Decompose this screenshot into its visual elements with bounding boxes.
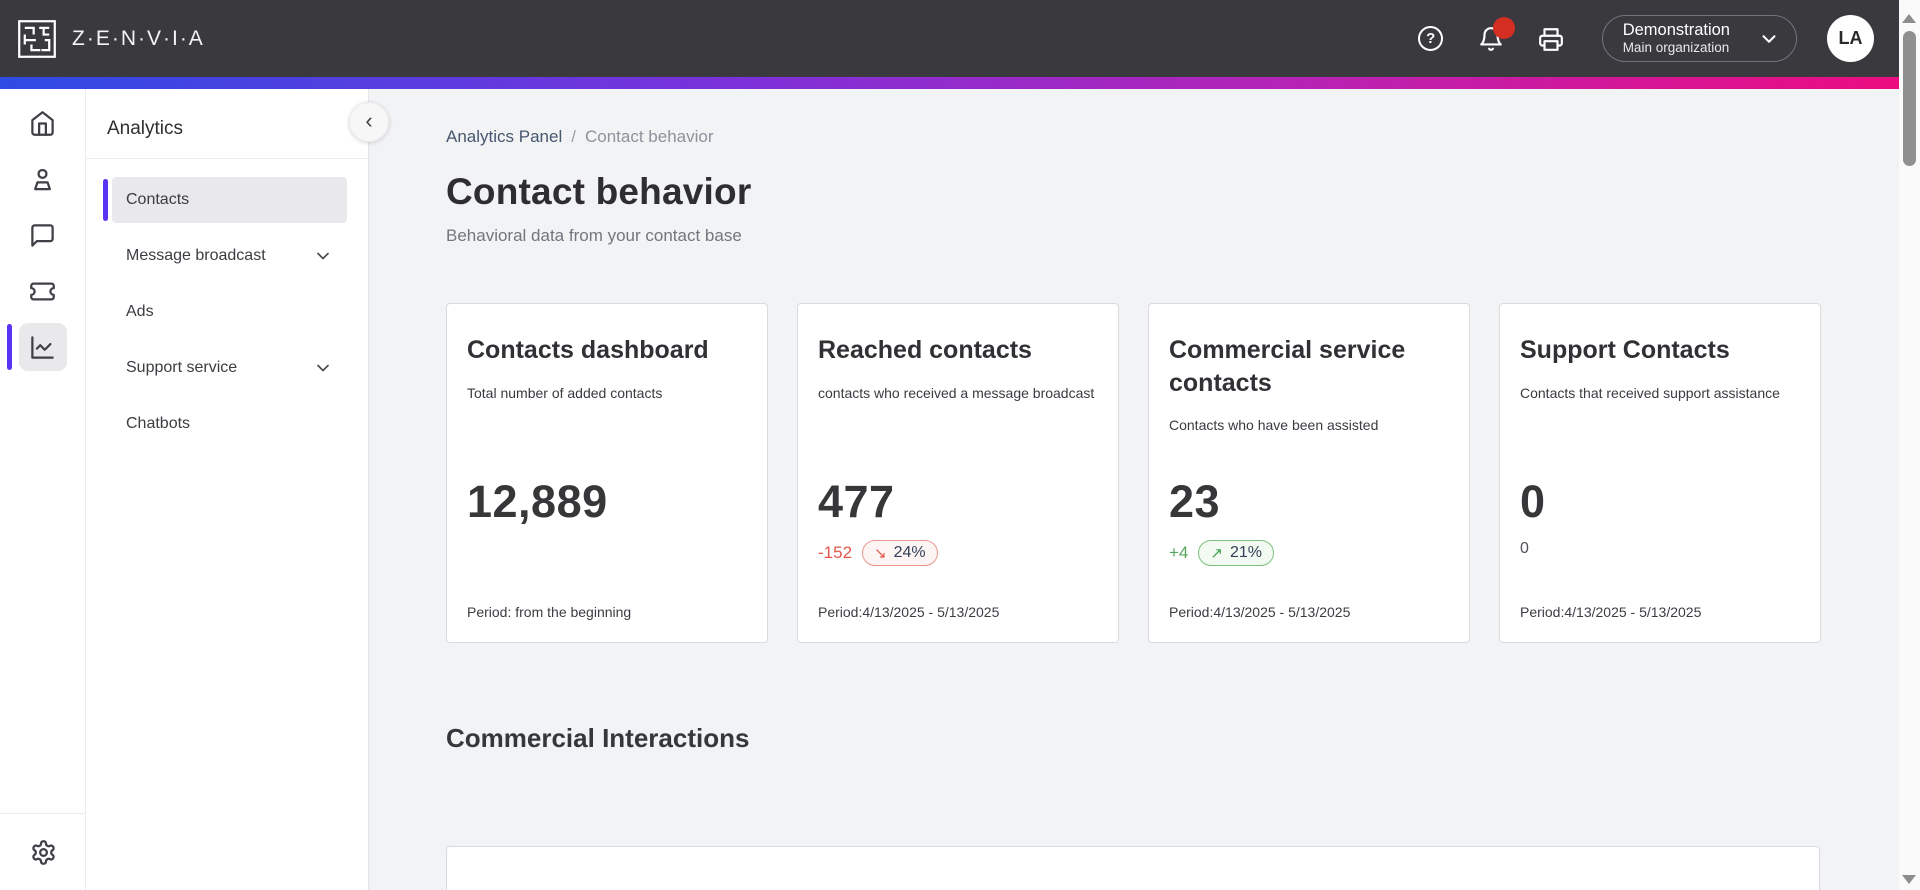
sidebar-item-chatbots[interactable]: Chatbots — [112, 401, 347, 447]
sidebar-item-campaigns[interactable] — [19, 267, 67, 315]
card-title: Contacts dashboard — [467, 336, 709, 364]
card-value: 23 — [1169, 476, 1221, 527]
delta-value: 0 — [1520, 540, 1529, 557]
chevron-down-icon — [1762, 34, 1776, 43]
gear-icon — [31, 839, 55, 865]
chevron-down-icon — [317, 364, 329, 372]
scroll-down-arrow[interactable] — [1902, 875, 1916, 884]
trend-percentage: 21% — [1229, 544, 1262, 561]
trend-up-icon: ↗ — [1210, 545, 1223, 562]
home-icon — [31, 110, 54, 136]
sidebar-collapse-button[interactable]: ‹ — [349, 102, 389, 142]
trend-badge: ↗ 21% — [1198, 540, 1274, 566]
card-period: Period:4/13/2025 - 5/13/2025 — [818, 604, 1000, 620]
header-actions: ? Demonstration Main organization — [1416, 15, 1874, 62]
breadcrumb: Analytics Panel / Contact behavior — [446, 127, 1920, 147]
card-value: 12,889 — [467, 476, 608, 527]
active-indicator — [6, 324, 12, 370]
commercial-interactions-card — [446, 846, 1820, 890]
section-title-commercial-interactions: Commercial Interactions — [446, 723, 750, 753]
card-commercial-service-contacts: Commercial service contacts Contacts who… — [1148, 303, 1470, 643]
brand-gradient-bar — [0, 77, 1920, 89]
stat-cards-row: Contacts dashboard Total number of added… — [446, 303, 1920, 643]
analytics-sidebar: Analytics Contacts Message broadcast Ads… — [86, 89, 369, 890]
card-description: Contacts that received support assistanc… — [1520, 384, 1780, 401]
line-chart-icon — [31, 335, 54, 359]
sidebar-item-analytics[interactable] — [6, 323, 67, 371]
main-content: Analytics Panel / Contact behavior Conta… — [369, 89, 1920, 890]
sidebar-item-message-broadcast[interactable]: Message broadcast — [112, 233, 347, 279]
card-title: Commercial service contacts — [1169, 336, 1406, 397]
zenvia-logo-icon — [16, 18, 58, 60]
card-title: Reached contacts — [818, 336, 1032, 364]
card-value: 0 — [1520, 476, 1546, 527]
sidebar-item-ads[interactable]: Ads — [112, 289, 347, 335]
scrollbar-thumb[interactable] — [1903, 31, 1916, 166]
breadcrumb-current: Contact behavior — [584, 127, 714, 146]
sidebar-title: Analytics — [107, 118, 184, 139]
avatar-initials: LA — [1838, 28, 1863, 48]
top-header: Z·E·N·V·I·A ? Demonstration Main organiz… — [0, 0, 1920, 77]
printer-icon[interactable] — [1536, 24, 1566, 54]
card-description: Contacts who have been assisted — [1169, 417, 1379, 433]
sidebar-nav: Contacts Message broadcast Ads Support s… — [86, 177, 368, 447]
card-description: contacts who received a message broadcas… — [818, 384, 1095, 401]
delta-value: -152 — [818, 543, 853, 562]
sidebar-item-settings[interactable] — [19, 828, 67, 876]
rail-divider — [0, 813, 85, 814]
sidebar-divider — [86, 158, 368, 159]
sidebar-item-home[interactable] — [19, 99, 67, 147]
notification-dot — [1492, 16, 1515, 39]
scroll-up-arrow[interactable] — [1902, 14, 1916, 23]
chevron-down-icon — [317, 252, 329, 260]
ticket-icon — [30, 282, 55, 300]
breadcrumb-separator: / — [571, 127, 576, 146]
brand-wordmark: Z·E·N·V·I·A — [72, 26, 205, 50]
card-delta-row: -152 ↘ 24% — [818, 540, 938, 566]
help-icon[interactable]: ? — [1416, 24, 1446, 54]
trend-badge: ↘ 24% — [862, 540, 938, 566]
card-period: Period:4/13/2025 - 5/13/2025 — [1520, 604, 1702, 620]
icon-rail — [0, 89, 86, 890]
card-period: Period: from the beginning — [467, 604, 632, 620]
sidebar-item-contacts[interactable] — [19, 155, 67, 203]
card-reached-contacts: Reached contacts contacts who received a… — [797, 303, 1119, 643]
sidebar-item-support-service[interactable]: Support service — [112, 345, 347, 391]
organization-name: Demonstration — [1622, 20, 1730, 39]
sidebar-item-contacts-report[interactable]: Contacts — [103, 177, 347, 223]
card-delta-row: +4 ↗ 21% — [1169, 540, 1274, 566]
trend-percentage: 24% — [893, 544, 926, 561]
avatar[interactable]: LA — [1827, 15, 1874, 62]
card-contacts-dashboard: Contacts dashboard Total number of added… — [446, 303, 768, 643]
person-icon — [34, 168, 51, 190]
page-title: Contact behavior — [446, 171, 752, 212]
chat-bubble-icon — [31, 223, 54, 247]
chevron-left-icon: ‹ — [365, 107, 373, 133]
breadcrumb-analytics-panel[interactable]: Analytics Panel — [446, 127, 563, 146]
card-title: Support Contacts — [1520, 336, 1730, 364]
bell-icon[interactable] — [1476, 16, 1515, 54]
trend-down-icon: ↘ — [874, 545, 887, 562]
card-support-contacts: Support Contacts Contacts that received … — [1499, 303, 1821, 643]
brand: Z·E·N·V·I·A — [16, 18, 205, 60]
card-value: 477 — [818, 476, 895, 527]
organization-selector[interactable]: Demonstration Main organization — [1601, 15, 1797, 62]
card-delta-row: 0 — [1520, 540, 1529, 558]
card-period: Period:4/13/2025 - 5/13/2025 — [1169, 604, 1351, 620]
card-description: Total number of added contacts — [467, 384, 663, 401]
page-scrollbar[interactable] — [1899, 0, 1920, 890]
delta-value: +4 — [1169, 543, 1189, 562]
sidebar-item-conversations[interactable] — [19, 211, 67, 259]
page-subtitle: Behavioral data from your contact base — [446, 226, 742, 245]
organization-description: Main organization — [1622, 40, 1730, 56]
